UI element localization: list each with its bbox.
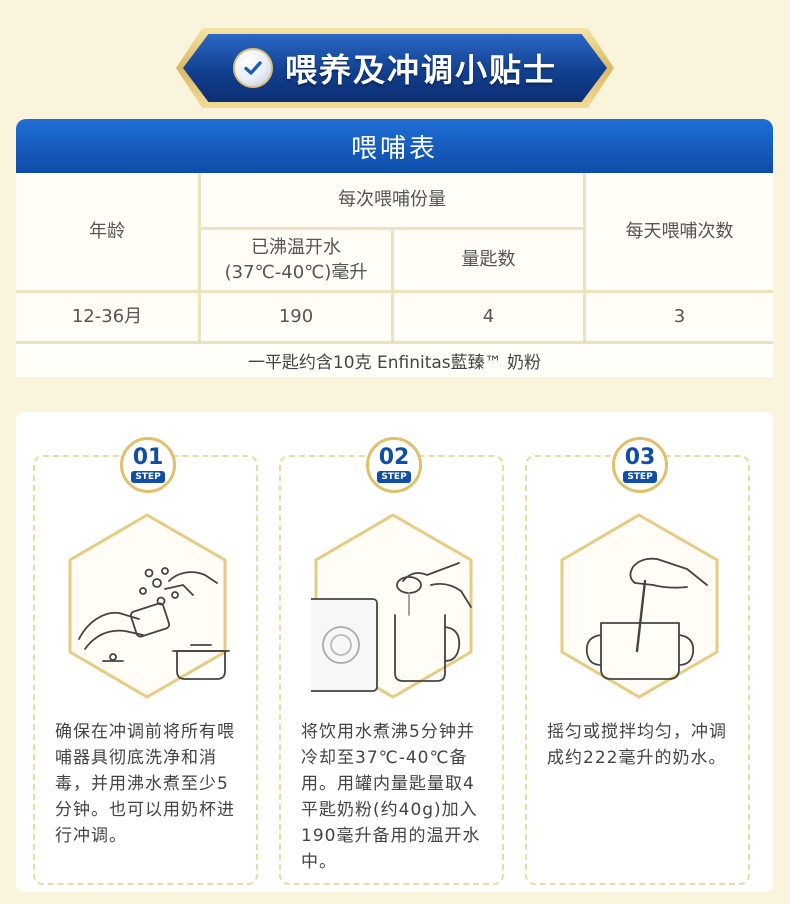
- row-daily: 3: [586, 293, 773, 341]
- wash-bottle-illustration: [68, 513, 230, 699]
- scoop-note: 一平匙约含10克 Enfinitas藍臻™ 奶粉: [16, 341, 773, 377]
- header-scoops: 量匙数: [394, 230, 583, 290]
- header-daily: 每天喂哺次数: [586, 173, 773, 290]
- header-age: 年龄: [16, 173, 198, 290]
- step-text-2: 将饮用水煮沸5分钟并冷却至37℃-40℃备用。用罐内量匙量取4平匙奶粉(约40g…: [301, 722, 481, 872]
- table-title: 喂哺表: [350, 133, 438, 164]
- step-badge-2: 02 STEP: [366, 437, 422, 493]
- header-water: 已沸温开水 (37℃-40℃)毫升: [201, 230, 391, 290]
- check-icon: [232, 48, 273, 88]
- stir-milk-illustration: [560, 513, 719, 699]
- step-card-1: 01 STEP 确保在冲调前将所有喂哺器具彻底洗净和消毒，并用沸水煮至少5分钟。…: [33, 437, 258, 885]
- step-text-3: 摇匀或搅拌均匀，冲调成约222毫升的奶水。: [547, 722, 727, 768]
- step-badge-1: 01 STEP: [120, 437, 176, 493]
- feeding-table: 喂哺表 年龄 每次喂哺份量 已沸温开水 (37℃-40℃)毫升 量匙数 每天喂哺…: [16, 119, 773, 377]
- banner-title: 喂养及冲调小贴士: [284, 51, 557, 89]
- step-card-3: 03 STEP 摇匀或搅拌均匀，冲调成约222毫升的奶水。: [525, 437, 750, 885]
- step-text-1: 确保在冲调前将所有喂哺器具彻底洗净和消毒，并用沸水煮至少5分钟。也可以用奶杯进行…: [55, 722, 235, 846]
- step-card-2: 02 STEP 将饮用水煮沸5分钟并冷却至37℃-40℃备用。用罐内量匙量取4平…: [279, 437, 504, 885]
- row-scoops: 4: [394, 293, 583, 341]
- measure-powder-illustration: [311, 513, 473, 699]
- table-grid: 年龄 每次喂哺份量 已沸温开水 (37℃-40℃)毫升 量匙数 每天喂哺次数 1…: [16, 173, 773, 341]
- row-age: 12-36月: [16, 293, 198, 341]
- title-banner: 喂养及冲调小贴士: [176, 28, 614, 108]
- row-water: 190: [201, 293, 391, 341]
- step-badge-3: 03 STEP: [612, 437, 668, 493]
- header-portion: 每次喂哺份量: [201, 173, 583, 227]
- table-header: 喂哺表: [16, 119, 773, 173]
